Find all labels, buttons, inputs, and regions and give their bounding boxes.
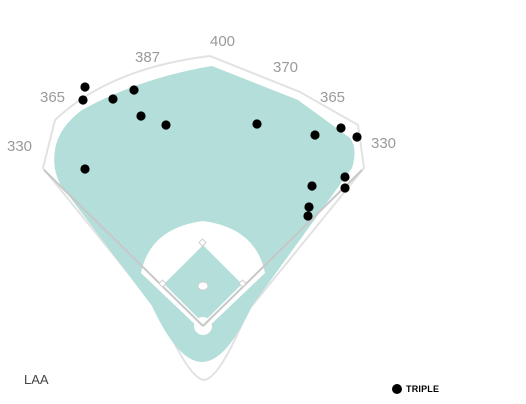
left-foul-line (43, 169, 204, 327)
triple-point (80, 164, 90, 174)
distance-label-lcf: 387 (135, 49, 160, 66)
distance-label-cf: 400 (210, 33, 235, 50)
triple-point (80, 82, 90, 92)
outfield-grass (54, 66, 355, 362)
legend: TRIPLE (392, 384, 439, 394)
first-base (238, 279, 247, 288)
triple-point (340, 183, 350, 193)
distance-label-rcf: 370 (273, 59, 298, 76)
triple-point (304, 202, 314, 212)
distance-label-lf: 365 (40, 89, 65, 106)
team-label: LAA (24, 372, 49, 387)
second-base (198, 238, 207, 247)
legend-triple-label: TRIPLE (406, 384, 440, 394)
triple-point (78, 95, 88, 105)
triple-point (136, 111, 146, 121)
triple-point (336, 123, 346, 133)
triple-point (252, 119, 262, 129)
distance-label-rf: 365 (320, 89, 345, 106)
third-base (158, 279, 167, 288)
triple-point (307, 181, 317, 191)
legend-triple-marker (392, 384, 402, 394)
triple-point (129, 85, 139, 95)
triple-point (108, 94, 118, 104)
triple-point (310, 130, 320, 140)
triple-points (78, 82, 362, 221)
triple-point (340, 172, 350, 182)
triple-point (161, 120, 171, 130)
triple-point (352, 132, 362, 142)
distance-label-lf-line: 330 (7, 138, 32, 155)
distance-label-rf-line: 330 (371, 135, 396, 152)
triple-point (303, 211, 313, 221)
pitchers-mound (197, 281, 209, 291)
right-foul-line (202, 169, 363, 327)
